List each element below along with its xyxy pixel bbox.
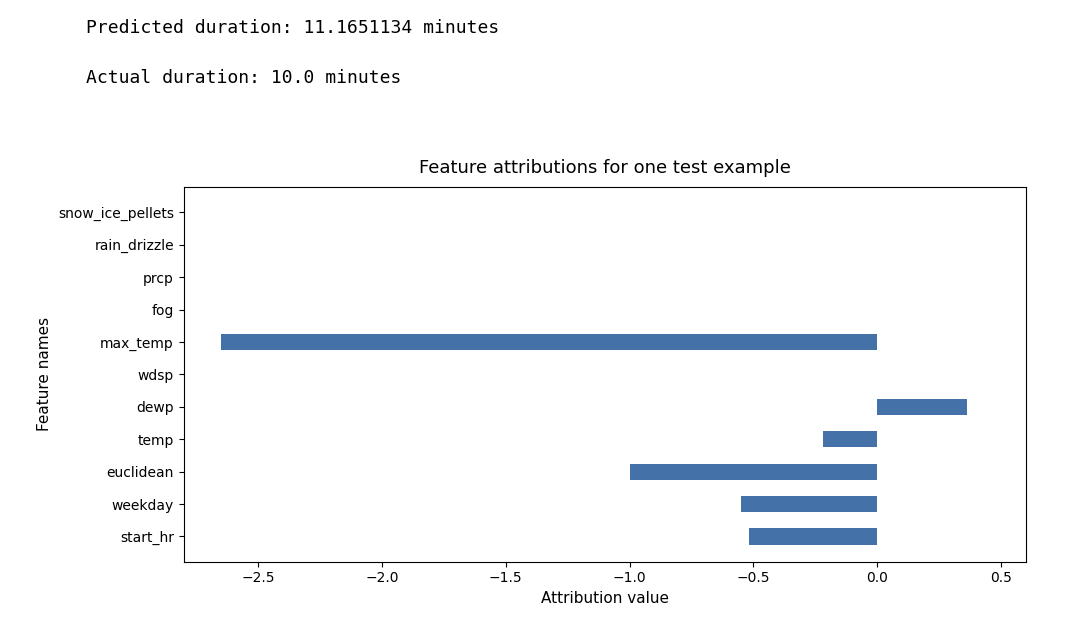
Text: Predicted duration: 11.1651134 minutes: Predicted duration: 11.1651134 minutes [86,19,500,37]
Title: Feature attributions for one test example: Feature attributions for one test exampl… [419,159,791,177]
Bar [630,464,877,480]
X-axis label: Attribution value: Attribution value [541,591,669,606]
Y-axis label: Feature names: Feature names [38,318,52,431]
Bar [823,431,877,447]
Bar [748,529,877,545]
Bar [877,399,967,415]
Text: Actual duration: 10.0 minutes: Actual duration: 10.0 minutes [86,69,402,87]
Bar [741,496,877,512]
Bar [220,334,877,350]
